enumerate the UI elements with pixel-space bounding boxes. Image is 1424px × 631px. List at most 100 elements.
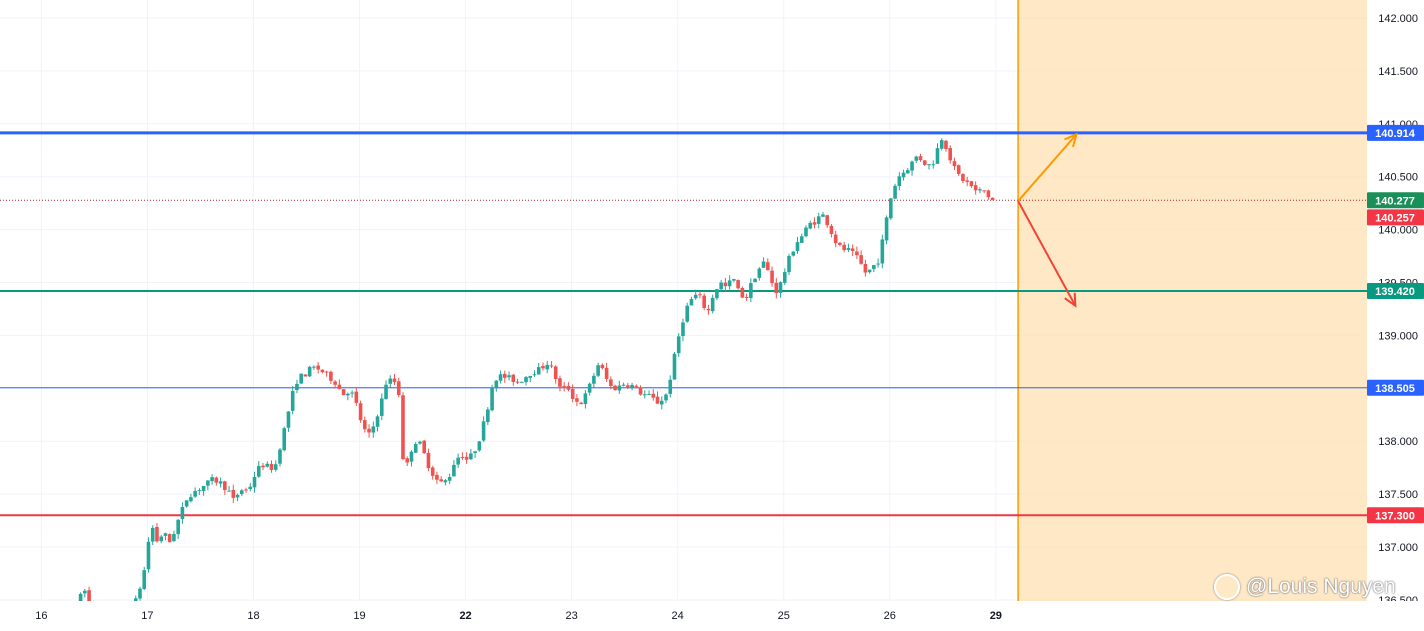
candle-body xyxy=(804,228,808,237)
candle-body xyxy=(592,376,596,384)
candle-body xyxy=(198,490,202,491)
candle-body xyxy=(151,528,155,542)
candle-body xyxy=(528,376,532,378)
candle-body xyxy=(749,283,753,298)
candle-body xyxy=(957,165,961,174)
time-tick-label: 26 xyxy=(884,610,896,622)
time-tick-label: 17 xyxy=(141,610,153,622)
candle-body xyxy=(711,298,715,311)
candle-body xyxy=(571,389,575,399)
candle-body xyxy=(299,374,303,384)
candle-body xyxy=(444,480,448,482)
price-tick-label: 137.000 xyxy=(1378,542,1418,554)
candle-body xyxy=(741,288,745,298)
candle-body xyxy=(881,239,885,263)
candle-body xyxy=(584,393,588,404)
candle-body xyxy=(384,385,388,399)
candle-body xyxy=(215,478,219,483)
candle-body xyxy=(931,164,935,165)
candle-body xyxy=(639,388,643,395)
candle-body xyxy=(410,452,414,462)
candle-body xyxy=(944,141,948,149)
candle-body xyxy=(155,527,159,541)
candle-body xyxy=(304,375,308,377)
candle-body xyxy=(940,140,944,148)
candlestick-series xyxy=(79,138,995,626)
candle-body xyxy=(965,180,969,181)
candle-body xyxy=(825,215,829,225)
candle-body xyxy=(796,242,800,251)
candle-body xyxy=(868,270,872,273)
candle-body xyxy=(367,429,371,433)
candle-body xyxy=(452,465,456,476)
candle-body xyxy=(393,379,397,383)
candle-body xyxy=(588,384,592,393)
candle-body xyxy=(511,375,515,382)
candle-body xyxy=(193,491,197,497)
candle-body xyxy=(312,367,316,368)
candle-body xyxy=(936,148,940,164)
candle-body xyxy=(172,534,176,541)
candle-body xyxy=(736,280,740,288)
candle-body xyxy=(287,412,291,428)
candle-body xyxy=(821,214,825,216)
candle-body xyxy=(227,491,231,492)
candle-body xyxy=(355,392,359,403)
candle-body xyxy=(244,490,248,491)
candle-body xyxy=(991,198,995,200)
candle-body xyxy=(397,381,401,395)
candle-body xyxy=(465,457,469,460)
candle-body xyxy=(783,272,787,283)
candle-body xyxy=(316,366,320,370)
candle-body xyxy=(346,394,350,396)
candle-body xyxy=(800,236,804,243)
candle-body xyxy=(605,368,609,379)
candle-body xyxy=(325,372,329,373)
candle-body xyxy=(265,464,269,467)
candle-body xyxy=(677,336,681,353)
candle-body xyxy=(142,570,146,589)
candle-body xyxy=(745,297,749,298)
candle-body xyxy=(681,322,685,336)
candle-body xyxy=(206,480,210,485)
candle-body xyxy=(707,309,711,310)
candle-body xyxy=(770,271,774,284)
candle-body xyxy=(159,537,163,542)
price-label: 140.914 xyxy=(1375,128,1416,140)
candle-body xyxy=(537,367,541,374)
candle-body xyxy=(855,251,859,255)
candle-body xyxy=(210,477,214,481)
candle-body xyxy=(766,262,770,270)
candle-body xyxy=(176,520,180,534)
candle-body xyxy=(842,245,846,250)
candle-body xyxy=(333,381,337,384)
projection-shading xyxy=(1018,0,1367,601)
candle-body xyxy=(520,382,524,383)
candle-body xyxy=(405,458,409,462)
candle-body xyxy=(439,479,443,481)
candle-body xyxy=(550,365,554,366)
candle-body xyxy=(181,507,185,519)
candle-body xyxy=(656,397,660,404)
price-label: 139.420 xyxy=(1375,286,1415,298)
candle-body xyxy=(919,156,923,160)
candle-body xyxy=(808,223,812,229)
candle-body xyxy=(847,248,851,250)
candle-body xyxy=(138,589,142,599)
price-axis[interactable]: 142.000141.500141.000140.500140.000139.5… xyxy=(1367,0,1424,626)
candle-body xyxy=(414,444,418,453)
candle-body xyxy=(478,441,482,450)
candle-body xyxy=(202,486,206,491)
candle-body xyxy=(372,426,376,432)
candle-body xyxy=(185,500,189,506)
candle-body xyxy=(524,377,528,382)
candle-body xyxy=(758,269,762,278)
time-tick-label: 16 xyxy=(35,610,47,622)
candle-body xyxy=(851,248,855,251)
candle-body xyxy=(838,243,842,245)
time-tick-label: 18 xyxy=(247,610,259,622)
candle-body xyxy=(906,170,910,173)
